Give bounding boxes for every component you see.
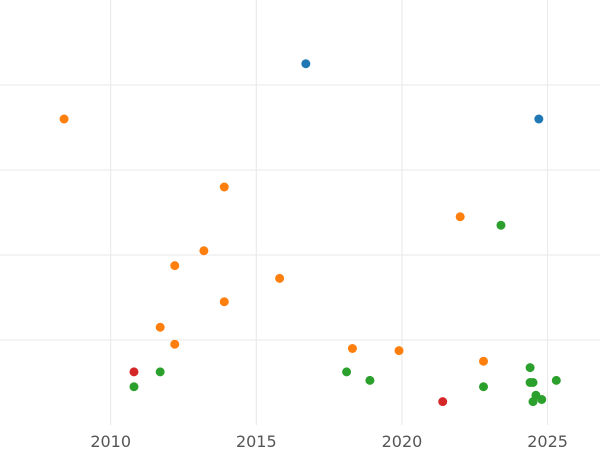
x-tick-label: 2025	[527, 432, 568, 450]
data-point	[525, 363, 535, 373]
x-axis-tick-labels: 2010 2015 2020 2025	[90, 432, 568, 450]
data-point	[275, 273, 285, 283]
data-point	[478, 382, 488, 392]
x-tick-label: 2020	[382, 432, 423, 450]
data-points	[59, 59, 561, 407]
grid-lines	[0, 0, 600, 425]
x-tick-label: 2010	[90, 432, 131, 450]
data-point	[455, 212, 465, 222]
data-point	[170, 339, 180, 349]
data-point	[394, 346, 404, 356]
data-point	[438, 397, 448, 407]
data-point	[59, 114, 69, 124]
data-point	[528, 397, 538, 407]
data-point	[155, 367, 165, 377]
data-point	[478, 356, 488, 366]
data-point	[551, 375, 561, 385]
data-point	[347, 344, 357, 353]
data-point	[534, 114, 544, 124]
x-tick-label: 2015	[236, 432, 277, 450]
data-point	[301, 59, 311, 69]
data-point	[537, 395, 547, 404]
data-point	[155, 322, 165, 332]
data-point	[129, 367, 139, 377]
data-point	[199, 246, 209, 256]
data-point	[528, 378, 538, 387]
data-point	[170, 261, 180, 271]
data-point	[219, 297, 229, 307]
data-point	[219, 182, 229, 192]
data-point	[365, 375, 375, 385]
data-point	[129, 382, 139, 392]
data-point	[496, 220, 506, 230]
data-point	[342, 367, 352, 377]
